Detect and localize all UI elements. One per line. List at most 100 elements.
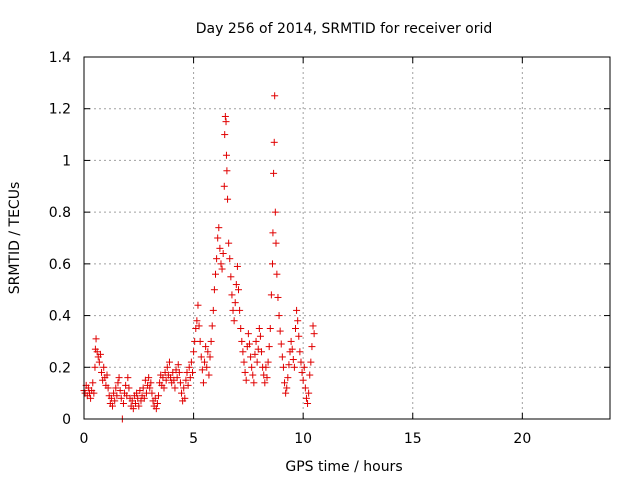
data-point: [205, 371, 213, 379]
data-point: [103, 371, 111, 379]
data-point: [208, 322, 216, 330]
data-point: [256, 332, 264, 340]
data-point: [96, 350, 104, 358]
data-point: [174, 361, 182, 369]
data-point: [281, 379, 289, 387]
data-point: [283, 384, 291, 392]
data-point: [282, 389, 290, 397]
data-point: [252, 337, 260, 345]
y-tick-label: 1: [62, 153, 71, 169]
y-tick-label: 0: [62, 412, 71, 428]
data-point: [197, 353, 205, 361]
data-point: [297, 358, 305, 366]
data-point: [270, 169, 278, 177]
data-point: [163, 363, 171, 371]
data-point: [165, 358, 173, 366]
data-point: [198, 366, 206, 374]
data-point: [135, 402, 143, 410]
data-point: [223, 167, 231, 175]
data-point: [146, 384, 154, 392]
data-point: [145, 374, 153, 382]
data-point: [187, 358, 195, 366]
data-point: [213, 255, 221, 263]
data-point: [270, 138, 278, 146]
y-tick-label: 0.8: [49, 205, 71, 221]
data-point: [241, 368, 249, 376]
data-point: [206, 353, 214, 361]
y-tick-label: 0.6: [49, 257, 71, 273]
data-point: [235, 286, 243, 294]
data-point: [92, 335, 100, 343]
data-point: [268, 260, 276, 268]
data-point: [196, 337, 204, 345]
data-point: [239, 348, 247, 356]
data-point: [296, 348, 304, 356]
data-point: [129, 405, 137, 413]
data-point: [231, 299, 239, 307]
data-point: [176, 379, 184, 387]
data-point: [308, 343, 316, 351]
data-point: [233, 262, 241, 270]
y-tick-label: 1.2: [49, 102, 71, 118]
x-tick-label: 5: [189, 431, 198, 447]
data-point: [90, 389, 98, 397]
data-point: [225, 239, 233, 247]
data-point: [287, 337, 295, 345]
data-point: [100, 363, 108, 371]
data-point: [152, 405, 160, 413]
data-point: [263, 374, 271, 382]
data-point: [284, 374, 292, 382]
data-point: [232, 281, 240, 289]
data-point: [302, 394, 310, 402]
data-point: [124, 374, 132, 382]
data-point: [238, 337, 246, 345]
data-point: [108, 402, 116, 410]
data-point: [139, 384, 147, 392]
x-tick-label: 15: [404, 431, 422, 447]
data-point: [140, 394, 148, 402]
data-point: [274, 293, 282, 301]
data-point: [112, 384, 120, 392]
data-point: [267, 291, 275, 299]
data-point: [258, 348, 266, 356]
data-point: [294, 317, 302, 325]
data-points: [80, 92, 318, 423]
data-point: [162, 376, 170, 384]
y-tick-label: 0.2: [49, 360, 71, 376]
data-point: [113, 392, 121, 400]
y-tick-label: 0.4: [49, 309, 71, 325]
data-point: [212, 270, 219, 278]
data-point: [201, 358, 209, 366]
data-point: [289, 356, 297, 364]
data-point: [209, 306, 217, 314]
x-tick-label: 10: [294, 431, 312, 447]
data-point: [104, 384, 112, 392]
data-point: [262, 363, 270, 371]
data-point: [250, 379, 258, 387]
data-point: [147, 379, 155, 387]
data-point: [95, 358, 103, 366]
data-point: [285, 361, 293, 369]
data-point: [116, 387, 124, 395]
data-point: [237, 325, 245, 332]
data-point: [242, 376, 250, 384]
data-point: [228, 291, 236, 299]
data-point: [265, 343, 273, 351]
data-point: [117, 394, 125, 402]
data-point: [253, 358, 261, 366]
data-point: [251, 350, 259, 358]
data-point: [310, 330, 318, 338]
data-point: [119, 399, 127, 407]
data-point: [221, 112, 229, 120]
data-point: [227, 273, 235, 281]
data-point: [222, 118, 230, 126]
data-point: [180, 384, 188, 392]
data-point: [210, 286, 218, 294]
data-point: [184, 381, 192, 389]
data-point: [264, 358, 272, 366]
data-point: [89, 379, 97, 387]
data-point: [148, 389, 156, 397]
data-point: [288, 345, 296, 353]
data-point: [114, 379, 122, 387]
data-point: [272, 239, 280, 247]
